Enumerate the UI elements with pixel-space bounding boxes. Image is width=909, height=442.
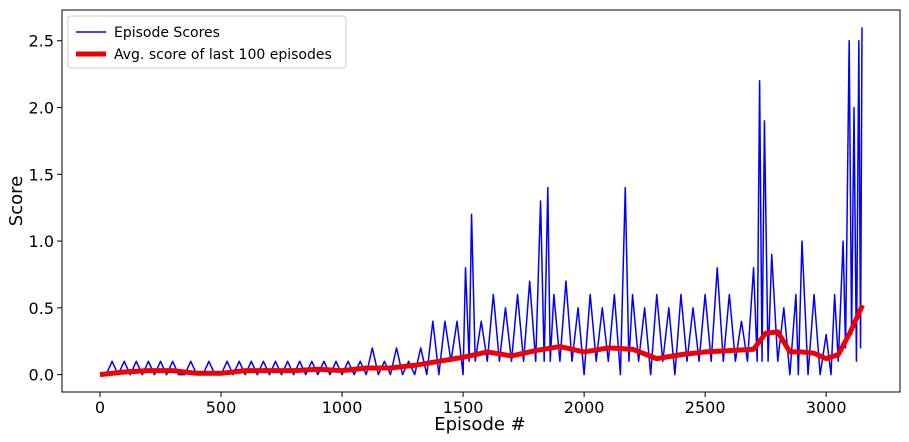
y-tick-label: 1.0: [29, 232, 54, 251]
y-tick-label: 0.5: [29, 299, 54, 318]
series-line: [100, 27, 863, 376]
x-tick-label: 0: [95, 398, 105, 417]
plot-frame: [61, 9, 901, 393]
y-tick-label: 0.0: [29, 366, 54, 385]
y-axis-label: Score: [6, 176, 27, 226]
x-tick-label: 1000: [322, 398, 363, 417]
x-tick-label: 2000: [564, 398, 605, 417]
x-tick-label: 500: [206, 398, 237, 417]
y-tick-label: 1.5: [29, 165, 54, 184]
x-axis-label: Episode #: [434, 414, 526, 435]
legend-label: Episode Scores: [114, 25, 220, 41]
legend-box: [67, 15, 347, 69]
series-line: [99, 304, 865, 378]
y-tick-label: 2.0: [29, 99, 54, 118]
x-tick-label: 3000: [806, 398, 847, 417]
x-tick-label: 2500: [685, 398, 726, 417]
x-tick-label: 1500: [443, 398, 484, 417]
legend-label: Avg. score of last 100 episodes: [114, 47, 332, 63]
legend: Episode Scores Avg. score of last 100 epi…: [67, 15, 347, 69]
y-tick-label: 2.5: [29, 32, 54, 51]
